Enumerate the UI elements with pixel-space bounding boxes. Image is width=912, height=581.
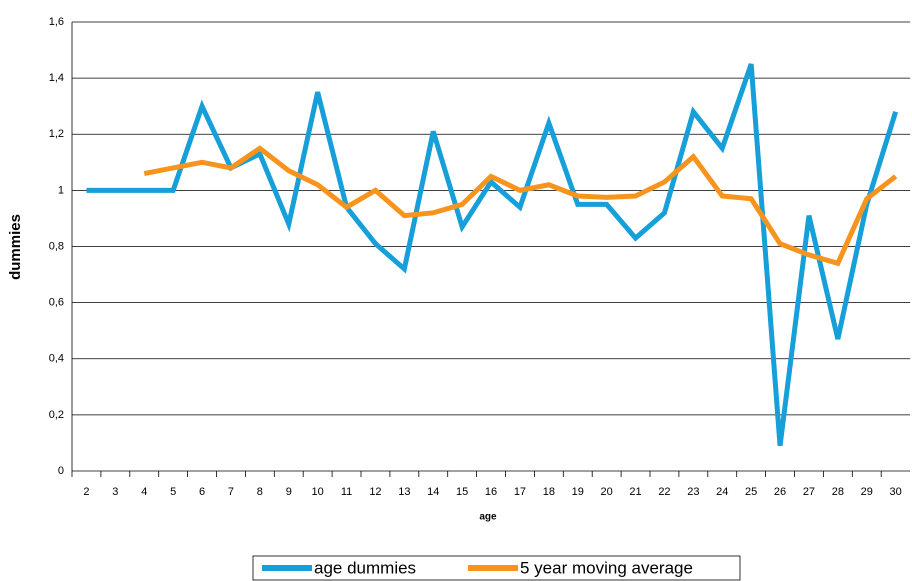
x-tick-label: 26 (774, 486, 786, 498)
x-tick-label: 20 (601, 486, 613, 498)
x-tick-label: 9 (286, 486, 292, 498)
y-tick-label: 0,6 (49, 297, 64, 309)
x-tick-label: 10 (312, 486, 324, 498)
x-tick-label: 16 (485, 486, 497, 498)
x-tick-label: 18 (543, 486, 555, 498)
x-tick-label: 29 (861, 486, 873, 498)
x-tick-label: 5 (170, 486, 176, 498)
x-tick-label: 23 (687, 486, 699, 498)
x-tick-label: 27 (803, 486, 815, 498)
x-tick-label: 22 (658, 486, 670, 498)
x-tick-label: 28 (832, 486, 844, 498)
legend-label: age dummies (314, 558, 416, 577)
x-tick-label: 24 (716, 486, 728, 498)
y-tick-label: 0 (58, 465, 64, 477)
legend-label: 5 year moving average (520, 558, 693, 577)
y-tick-label: 0,2 (49, 409, 64, 421)
x-tick-label: 4 (141, 486, 147, 498)
x-tick-label: 11 (341, 486, 352, 498)
x-tick-label: 19 (572, 486, 584, 498)
data-line (143, 145, 898, 267)
x-tick-label: 3 (112, 486, 118, 498)
x-tick-label: 25 (745, 486, 757, 498)
y-tick-label: 0,8 (49, 240, 64, 252)
x-tick-label: 30 (890, 486, 902, 498)
x-tick-label: 15 (456, 486, 468, 498)
y-tick-label: 0,4 (49, 353, 64, 365)
y-tick-label: 1,2 (49, 128, 64, 140)
y-tick-label: 1,6 (49, 16, 64, 28)
x-tick-label: 21 (629, 486, 641, 498)
data-line (86, 63, 899, 447)
x-tick-label: 17 (514, 486, 526, 498)
y-axis-title: dummies (7, 214, 24, 280)
y-tick-label: 1 (58, 184, 64, 196)
x-tick-label: 14 (427, 486, 439, 498)
y-tick-label: 1,4 (49, 72, 64, 84)
x-tick-label: 13 (398, 486, 410, 498)
x-tick-label: 6 (199, 486, 205, 498)
x-tick-label: 7 (228, 486, 234, 498)
x-axis-title: age (479, 512, 497, 523)
x-tick-label: 12 (369, 486, 381, 498)
x-tick-label: 2 (83, 486, 89, 498)
x-tick-label: 8 (257, 486, 263, 498)
